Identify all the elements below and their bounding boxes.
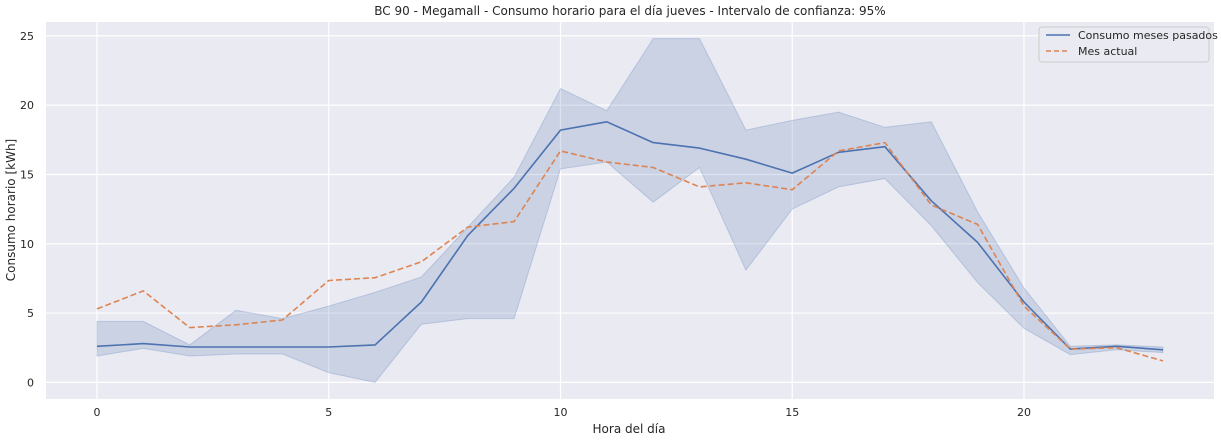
series-line-0 [96,121,1164,351]
legend-label-consumo-meses-pasados: Consumo meses pasados [1078,29,1218,42]
chart-title: BC 90 - Megamall - Consumo horario para … [374,4,885,18]
x-tick-label: 20 [1017,406,1031,419]
legend-label-mes-actual: Mes actual [1078,45,1137,58]
series-line-1 [96,141,1164,362]
y-tick-label: 5 [27,307,34,320]
y-tick-label: 20 [20,99,34,112]
gridlines [46,22,1214,399]
legend: Consumo meses pasados Mes actual [1038,26,1218,63]
x-axis-title: Hora del día [593,422,666,436]
y-tick-label: 0 [27,376,34,389]
y-tick-labels: 0 5 10 15 20 25 [20,30,34,390]
series-lines-group [96,121,1164,362]
x-tick-label: 0 [93,406,100,419]
y-tick-label: 25 [20,30,34,43]
x-tick-label: 5 [325,406,332,419]
x-tick-label: 10 [553,406,567,419]
x-tick-label: 15 [785,406,799,419]
y-tick-label: 15 [20,168,34,181]
legend-box [1038,26,1210,63]
y-axis-title: Consumo horario [kWh] [4,139,18,281]
plot-area [46,22,1214,399]
x-tick-labels: 0 5 10 15 20 [93,406,1030,419]
y-tick-label: 10 [20,238,34,251]
